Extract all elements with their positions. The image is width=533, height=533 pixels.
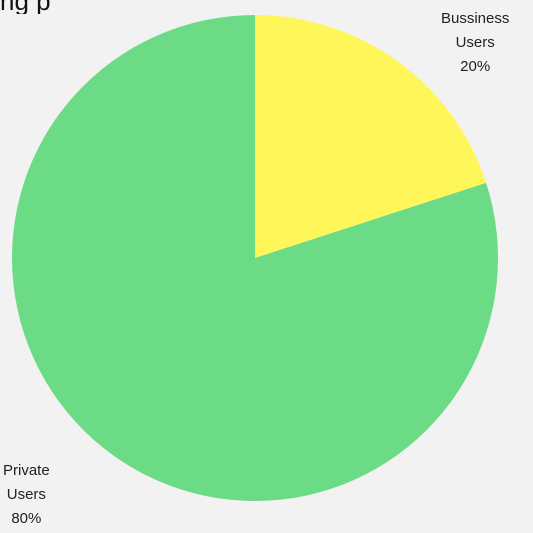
slice-value-label: 20% [460, 58, 491, 75]
slice-label-line-2: Users [6, 486, 46, 503]
chart-title-fragment: ng p [0, 0, 100, 14]
chart-title: ng p [0, 0, 51, 14]
pie-slice-private-users [11, 15, 498, 501]
slice-label-line-2: Users [455, 34, 495, 51]
slice-label-business-users: Bussiness Users 20% [441, 7, 509, 79]
slice-value-label: 80% [11, 510, 42, 527]
slice-label-line-1: Private [3, 462, 50, 479]
pie-slice-bussiness-users [255, 15, 487, 258]
slice-label-line-1: Bussiness [441, 10, 510, 27]
slice-label-private-users: Private Users 80% [3, 459, 50, 531]
